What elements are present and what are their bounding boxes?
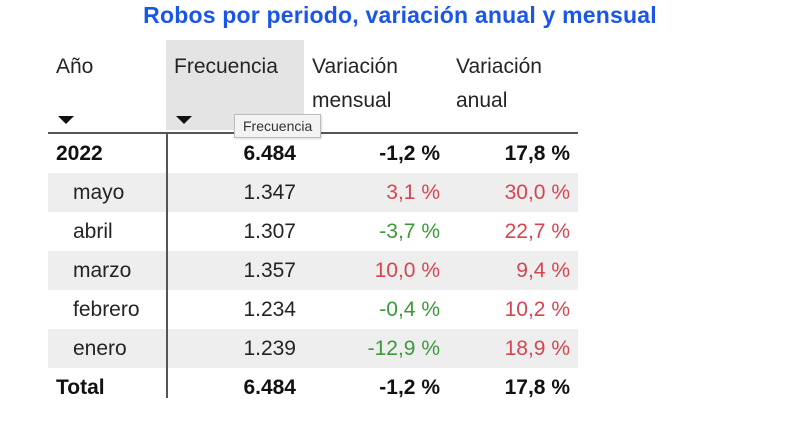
cell-frequency: 6.484	[243, 142, 296, 165]
cell-month: mayo	[73, 181, 125, 204]
cell-annual-variation: 9,4 %	[516, 259, 570, 282]
matrix-table: Año Frecuencia Variación mensual Variaci…	[48, 40, 578, 407]
table-row[interactable]: mayo 1.347 3,1 % 30,0 %	[48, 173, 578, 212]
cell-frequency: 1.347	[243, 181, 296, 204]
cell-annual-variation: 30,0 %	[504, 181, 570, 204]
column-header-label-line2: anual	[456, 89, 508, 112]
cell-monthly-variation: -1,2 %	[379, 376, 440, 399]
cell-frequency: 1.234	[243, 298, 296, 321]
cell-annual-variation: 17,8 %	[504, 376, 570, 399]
cell-annual-variation: 22,7 %	[504, 220, 570, 243]
table-row[interactable]: abril 1.307 -3,7 % 22,7 %	[48, 212, 578, 251]
table-row[interactable]: enero 1.239 -12,9 % 18,9 %	[48, 329, 578, 368]
cell-monthly-variation: -3,7 %	[379, 220, 440, 243]
report-title: Robos por periodo, variación anual y men…	[143, 2, 657, 28]
column-header-monthly-variation[interactable]: Variación mensual	[304, 40, 448, 130]
cell-frequency: 1.239	[243, 337, 296, 360]
column-header-year[interactable]: Año	[48, 40, 166, 130]
column-header-label-line1: Variación	[312, 55, 398, 78]
cell-month: marzo	[73, 259, 132, 282]
tooltip: Frecuencia	[234, 114, 322, 138]
table-row-total[interactable]: Total 6.484 -1,2 % 17,8 %	[48, 368, 578, 407]
table-row-year[interactable]: 2022 6.484 -1,2 % 17,8 %	[48, 134, 578, 173]
cell-monthly-variation: -1,2 %	[379, 142, 440, 165]
cell-monthly-variation: 3,1 %	[386, 181, 440, 204]
table-row[interactable]: febrero 1.234 -0,4 % 10,2 %	[48, 290, 578, 329]
sort-arrow-icon[interactable]	[58, 116, 74, 124]
cell-frequency: 1.307	[243, 220, 296, 243]
column-header-label-line2: mensual	[312, 89, 392, 112]
cell-annual-variation: 17,8 %	[504, 142, 570, 165]
cell-frequency: 1.357	[243, 259, 296, 282]
cell-monthly-variation: -0,4 %	[379, 298, 440, 321]
cell-total-label: Total	[56, 376, 105, 399]
column-header-frequency-label: Frecuencia	[174, 55, 278, 78]
cell-month: febrero	[73, 298, 140, 321]
cell-month: enero	[73, 337, 127, 360]
column-divider	[166, 132, 168, 398]
cell-month: abril	[73, 220, 113, 243]
cell-annual-variation: 18,9 %	[504, 337, 570, 360]
table-row[interactable]: marzo 1.357 10,0 % 9,4 %	[48, 251, 578, 290]
cell-year: 2022	[56, 142, 103, 165]
sort-arrow-icon[interactable]	[176, 116, 192, 124]
cell-frequency: 6.484	[243, 376, 296, 399]
cell-monthly-variation: -12,9 %	[367, 337, 440, 360]
column-header-label-line1: Variación	[456, 55, 542, 78]
column-header-year-label: Año	[56, 55, 94, 78]
column-header-annual-variation[interactable]: Variación anual	[448, 40, 578, 130]
cell-monthly-variation: 10,0 %	[374, 259, 440, 282]
cell-annual-variation: 10,2 %	[504, 298, 570, 321]
